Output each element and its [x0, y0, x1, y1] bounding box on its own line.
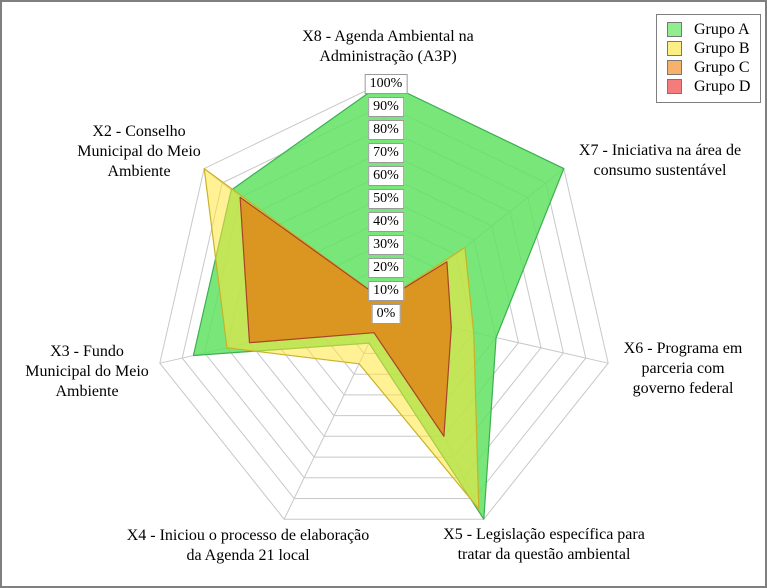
radial-tick-90: 90%	[368, 97, 404, 117]
radial-tick-40: 40%	[368, 212, 404, 232]
legend-label-grupo-c: Grupo C	[694, 59, 750, 76]
axis-label-x3-line2: Municipal do Meio	[25, 363, 149, 380]
legend-swatch-grupo-a-icon	[667, 22, 682, 37]
axis-label-x7-line2: consumo sustentável	[593, 162, 727, 179]
radial-tick-100: 100%	[364, 74, 408, 94]
axis-label-x4: X4 - Iniciou o processo de elaboração da…	[127, 526, 370, 566]
axis-label-x2: X2 - Conselho Municipal do Meio Ambiente	[77, 122, 201, 182]
legend-item-grupo-b: Grupo B	[667, 39, 750, 58]
axis-label-x5-line1: X5 - Legislação específica para	[443, 526, 645, 543]
radial-tick-10: 10%	[368, 281, 404, 301]
radial-tick-20: 20%	[368, 258, 404, 278]
axis-label-x7-line1: X7 - Iniciativa na área de	[578, 142, 742, 159]
radial-tick-60: 60%	[368, 166, 404, 186]
axis-label-x3: X3 - Fundo Municipal do Meio Ambiente	[25, 342, 149, 402]
axis-label-x4-line1: X4 - Iniciou o processo de elaboração	[126, 527, 370, 544]
legend-label-grupo-b: Grupo B	[694, 40, 750, 57]
axis-label-x3-line1: X3 - Fundo	[50, 343, 124, 360]
axis-label-x6-line1: X6 - Programa em	[623, 340, 743, 357]
axis-label-x6: X6 - Programa em parceria com governo fe…	[624, 339, 743, 399]
legend-swatch-grupo-c-icon	[667, 60, 682, 75]
axis-label-x8: X8 - Agenda Ambiental na Administração (…	[302, 27, 474, 67]
legend-item-grupo-a: Grupo A	[667, 20, 750, 39]
radial-tick-50: 50%	[368, 189, 404, 209]
legend-swatch-grupo-d-icon	[667, 79, 682, 94]
legend: Grupo A Grupo B Grupo C Grupo D	[656, 14, 762, 103]
radial-tick-80: 80%	[368, 120, 404, 140]
radial-tick-0: 0%	[371, 304, 401, 324]
axis-label-x5: X5 - Legislação específica para tratar d…	[443, 525, 645, 565]
legend-item-grupo-c: Grupo C	[667, 58, 750, 77]
legend-label-grupo-a: Grupo A	[694, 21, 750, 38]
axis-label-x3-line3: Ambiente	[55, 383, 119, 400]
legend-item-grupo-d: Grupo D	[667, 77, 750, 96]
axis-label-x2-line3: Ambiente	[107, 163, 171, 180]
axis-label-x6-line2: parceria com	[641, 360, 725, 377]
axis-label-x6-line3: governo federal	[632, 380, 734, 397]
legend-label-grupo-d: Grupo D	[694, 78, 751, 95]
axis-label-x4-line2: da Agenda 21 local	[186, 547, 310, 564]
axis-label-x2-line1: X2 - Conselho	[92, 123, 186, 140]
legend-swatch-grupo-b-icon	[667, 41, 682, 56]
axis-label-x5-line2: tratar da questão ambiental	[457, 546, 631, 563]
radial-tick-70: 70%	[368, 143, 404, 163]
axis-label-x8-line1: X8 - Agenda Ambiental na	[302, 28, 474, 45]
axis-label-x2-line2: Municipal do Meio	[77, 143, 201, 160]
radial-tick-30: 30%	[368, 235, 404, 255]
axis-label-x8-line2: Administração (A3P)	[319, 48, 457, 65]
axis-label-x7: X7 - Iniciativa na área de consumo suste…	[579, 141, 741, 181]
